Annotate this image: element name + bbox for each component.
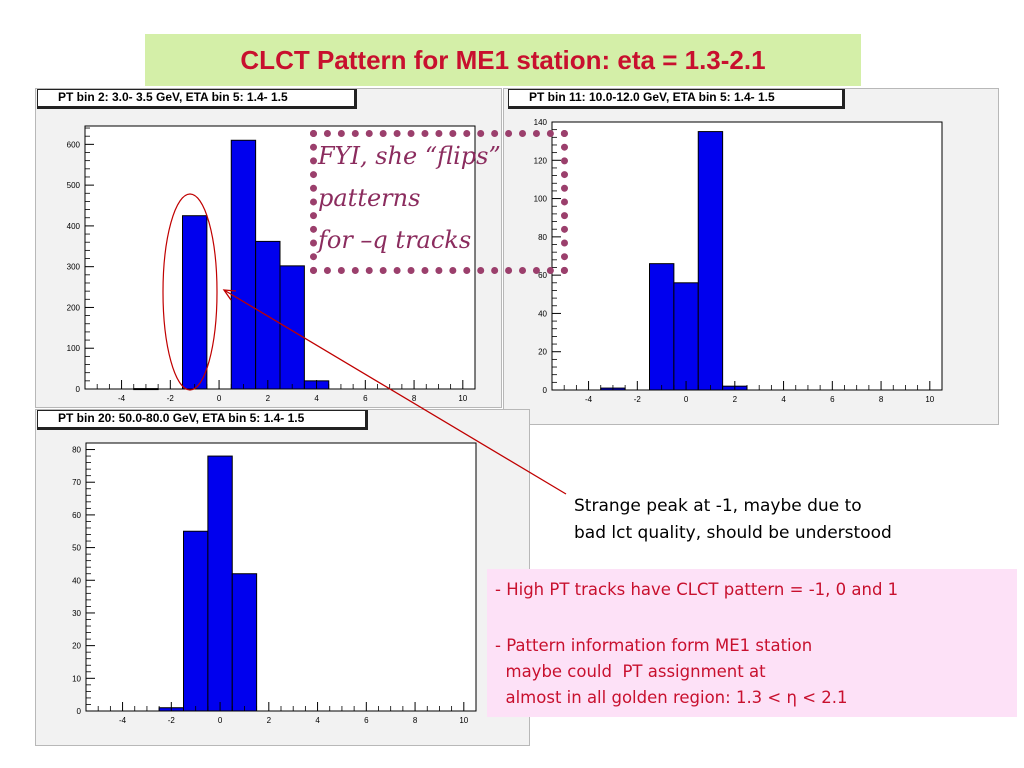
y-tick-label: 10 (72, 674, 81, 683)
histogram-bar (697, 131, 724, 391)
plot-frame (85, 442, 477, 712)
summary-line-4: almost in all golden region: 1.3 < η < 2… (495, 688, 848, 707)
y-tick-label: 100 (534, 195, 548, 204)
y-tick-label: 40 (72, 576, 81, 585)
plot-title-1: PT bin 2: 3.0- 3.5 GeV, ETA bin 5: 1.4- … (37, 89, 357, 109)
x-tick-label: 10 (458, 394, 467, 403)
annotation-arrow-line (223, 289, 567, 495)
x-tick-label: 4 (781, 395, 786, 404)
x-tick-label: 0 (217, 394, 222, 403)
y-tick-label: 300 (67, 263, 81, 272)
x-tick-label: 10 (459, 716, 468, 725)
x-tick-label: 8 (879, 395, 884, 404)
plot-title-2: PT bin 11: 10.0-12.0 GeV, ETA bin 5: 1.4… (508, 89, 845, 109)
histogram-bar (182, 215, 208, 390)
x-tick-label: -2 (168, 716, 176, 725)
y-tick-label: 50 (72, 544, 81, 553)
peak-highlight-ellipse (162, 193, 218, 391)
slide-title-box: CLCT Pattern for ME1 station: eta = 1.3-… (145, 34, 861, 86)
y-tick-label: 30 (72, 609, 81, 618)
x-tick-label: -2 (167, 394, 175, 403)
y-tick-label: 200 (67, 303, 81, 312)
y-tick-label: 0 (77, 707, 82, 716)
y-tick-label: 60 (72, 511, 81, 520)
x-tick-label: 2 (267, 716, 272, 725)
x-tick-label: 4 (315, 716, 320, 725)
strange-peak-note-line-2: bad lct quality, should be understood (574, 523, 892, 543)
y-tick-label: 80 (538, 233, 547, 242)
x-tick-label: 4 (314, 394, 319, 403)
x-tick-label: 6 (830, 395, 835, 404)
x-tick-label: 10 (925, 395, 934, 404)
y-tick-label: 80 (72, 446, 81, 455)
histogram-bar (279, 265, 305, 390)
x-tick-label: -4 (119, 716, 127, 725)
y-tick-label: 100 (67, 344, 81, 353)
histogram-bar (231, 573, 258, 712)
x-tick-label: 2 (733, 395, 738, 404)
x-tick-label: -2 (634, 395, 642, 404)
summary-box (487, 569, 1017, 717)
y-tick-label: 70 (72, 478, 81, 487)
strange-peak-note-line-1: Strange peak at -1, maybe due to (574, 496, 862, 516)
x-tick-label: 0 (218, 716, 223, 725)
y-tick-label: 0 (543, 386, 548, 395)
slide-title: CLCT Pattern for ME1 station: eta = 1.3-… (240, 45, 766, 75)
y-tick-label: 400 (67, 222, 81, 231)
x-tick-label: -4 (585, 395, 593, 404)
histogram-bar (649, 263, 675, 391)
y-tick-label: 20 (72, 642, 81, 651)
x-tick-label: 8 (413, 716, 418, 725)
y-tick-label: 600 (67, 140, 81, 149)
y-tick-label: 20 (538, 348, 547, 357)
y-tick-label: 40 (538, 309, 547, 318)
histogram-bar (255, 240, 281, 390)
plot-frame (551, 121, 943, 391)
y-tick-label: 120 (534, 156, 548, 165)
x-tick-label: 6 (363, 394, 368, 403)
x-tick-label: 6 (364, 716, 369, 725)
y-tick-label: 140 (534, 118, 548, 127)
annotation-arrow-head (222, 289, 237, 301)
y-tick-label: 0 (76, 385, 81, 394)
x-tick-label: -4 (118, 394, 126, 403)
summary-line-1: - High PT tracks have CLCT pattern = -1,… (495, 580, 899, 599)
y-tick-label: 500 (67, 181, 81, 190)
summary-line-2: - Pattern information form ME1 station (495, 636, 813, 655)
y-tick-label: 60 (538, 271, 547, 280)
fyi-note-line-1: FYI, she “flips” (318, 142, 501, 170)
fyi-note-line-2: patterns (318, 184, 421, 212)
fyi-note-line-3: for –q tracks (318, 226, 472, 254)
x-tick-label: 0 (684, 395, 689, 404)
x-tick-label: 2 (266, 394, 271, 403)
x-tick-label: 8 (412, 394, 417, 403)
plot-title-3: PT bin 20: 50.0-80.0 GeV, ETA bin 5: 1.4… (37, 410, 368, 430)
histogram-bar (207, 455, 233, 712)
fyi-note-box (310, 130, 568, 274)
summary-line-3: maybe could PT assignment at (495, 662, 766, 681)
